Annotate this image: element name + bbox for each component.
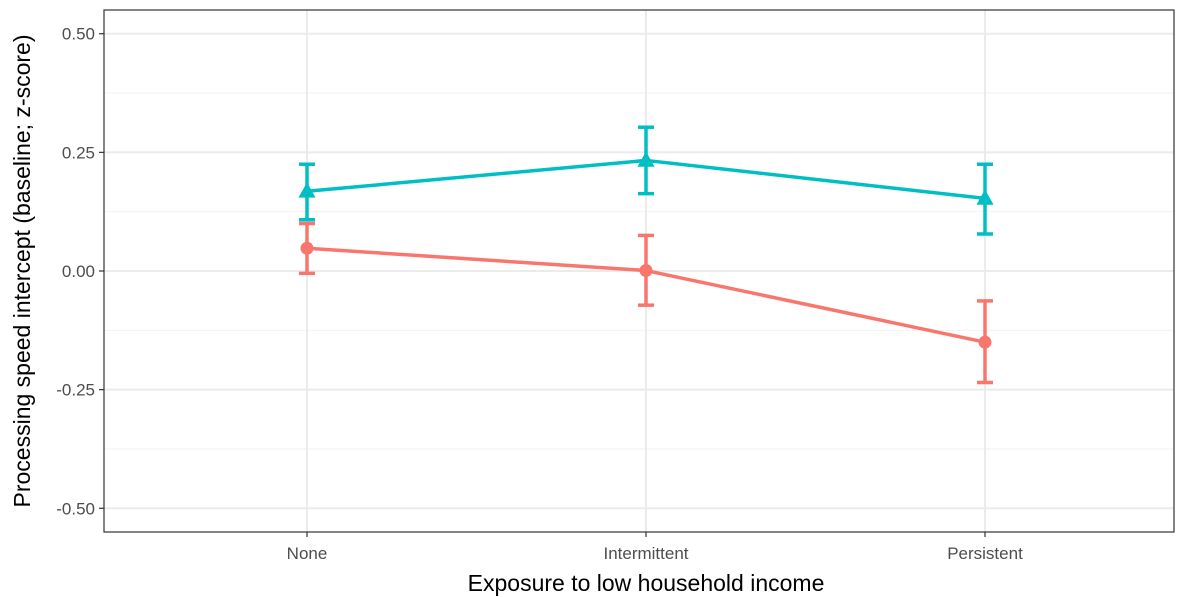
y-axis: -0.50 -0.25 0.00 0.25 0.50	[56, 25, 104, 518]
data-point-triangle	[298, 182, 316, 198]
series-layer	[298, 125, 994, 385]
data-point-circle	[639, 264, 653, 278]
data-point-circle	[978, 335, 992, 349]
x-tick-label: None	[287, 544, 328, 563]
y-tick-label: 0.00	[62, 262, 95, 281]
data-point-circle	[300, 241, 314, 255]
series-1	[298, 125, 994, 236]
plot-panel	[103, 9, 1175, 533]
y-tick-label: 0.25	[62, 143, 95, 162]
x-tick-label: Intermittent	[603, 544, 688, 563]
x-tick-label: Persistent	[947, 544, 1023, 563]
y-tick-label: -0.25	[56, 381, 95, 400]
minor-gridlines	[104, 92, 1174, 450]
x-axis: None Intermittent Persistent	[287, 532, 1023, 563]
x-axis-title: Exposure to low household income	[468, 570, 825, 596]
y-axis-title: Processing speed intercept (baseline; z-…	[9, 34, 35, 507]
data-point-triangle	[976, 189, 994, 205]
y-tick-label: 0.50	[62, 25, 95, 44]
y-tick-label: -0.50	[56, 499, 95, 518]
series-2	[299, 221, 993, 385]
data-point-triangle	[637, 151, 655, 167]
